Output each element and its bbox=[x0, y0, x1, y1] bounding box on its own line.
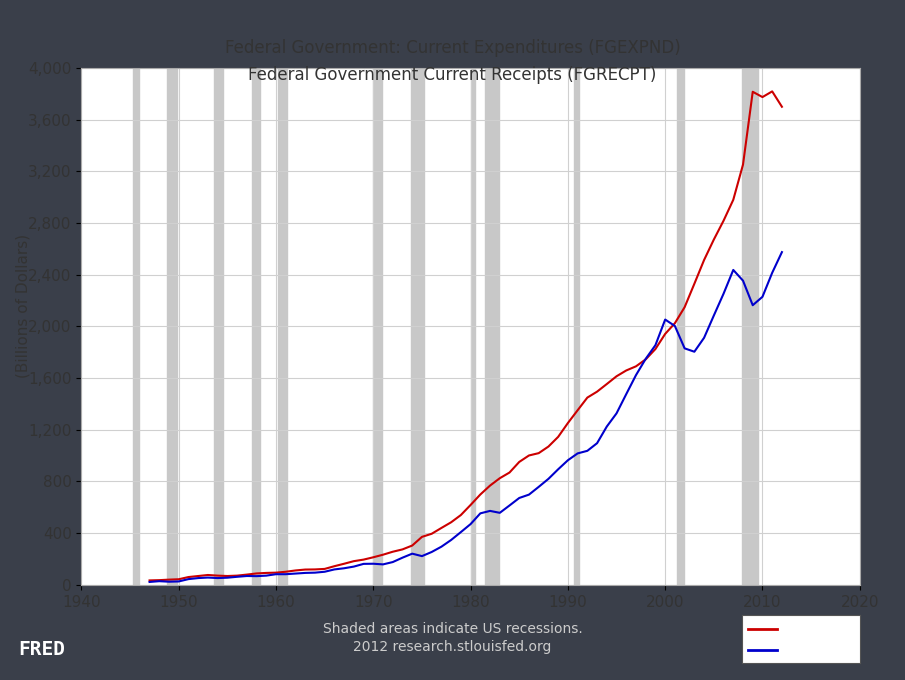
Bar bbox=[574, 68, 579, 585]
Text: 2012 research.stlouisfed.org: 2012 research.stlouisfed.org bbox=[353, 641, 552, 654]
Bar bbox=[471, 68, 475, 585]
Bar bbox=[167, 68, 177, 585]
Bar bbox=[485, 68, 499, 585]
Bar bbox=[252, 68, 260, 585]
Bar bbox=[214, 68, 224, 585]
Text: Shaded areas indicate US recessions.: Shaded areas indicate US recessions. bbox=[322, 622, 583, 636]
Text: FRED: FRED bbox=[18, 640, 65, 659]
Text: (Billions of Dollars): (Billions of Dollars) bbox=[15, 234, 30, 378]
Bar bbox=[133, 68, 139, 585]
Text: Federal Government Current Receipts (FGRECPT): Federal Government Current Receipts (FGR… bbox=[248, 66, 657, 84]
Bar bbox=[412, 68, 424, 585]
Bar bbox=[373, 68, 382, 585]
Bar bbox=[742, 68, 757, 585]
Text: Federal Government: Current Expenditures (FGEXPND): Federal Government: Current Expenditures… bbox=[224, 39, 681, 56]
Bar bbox=[279, 68, 287, 585]
Bar bbox=[677, 68, 684, 585]
